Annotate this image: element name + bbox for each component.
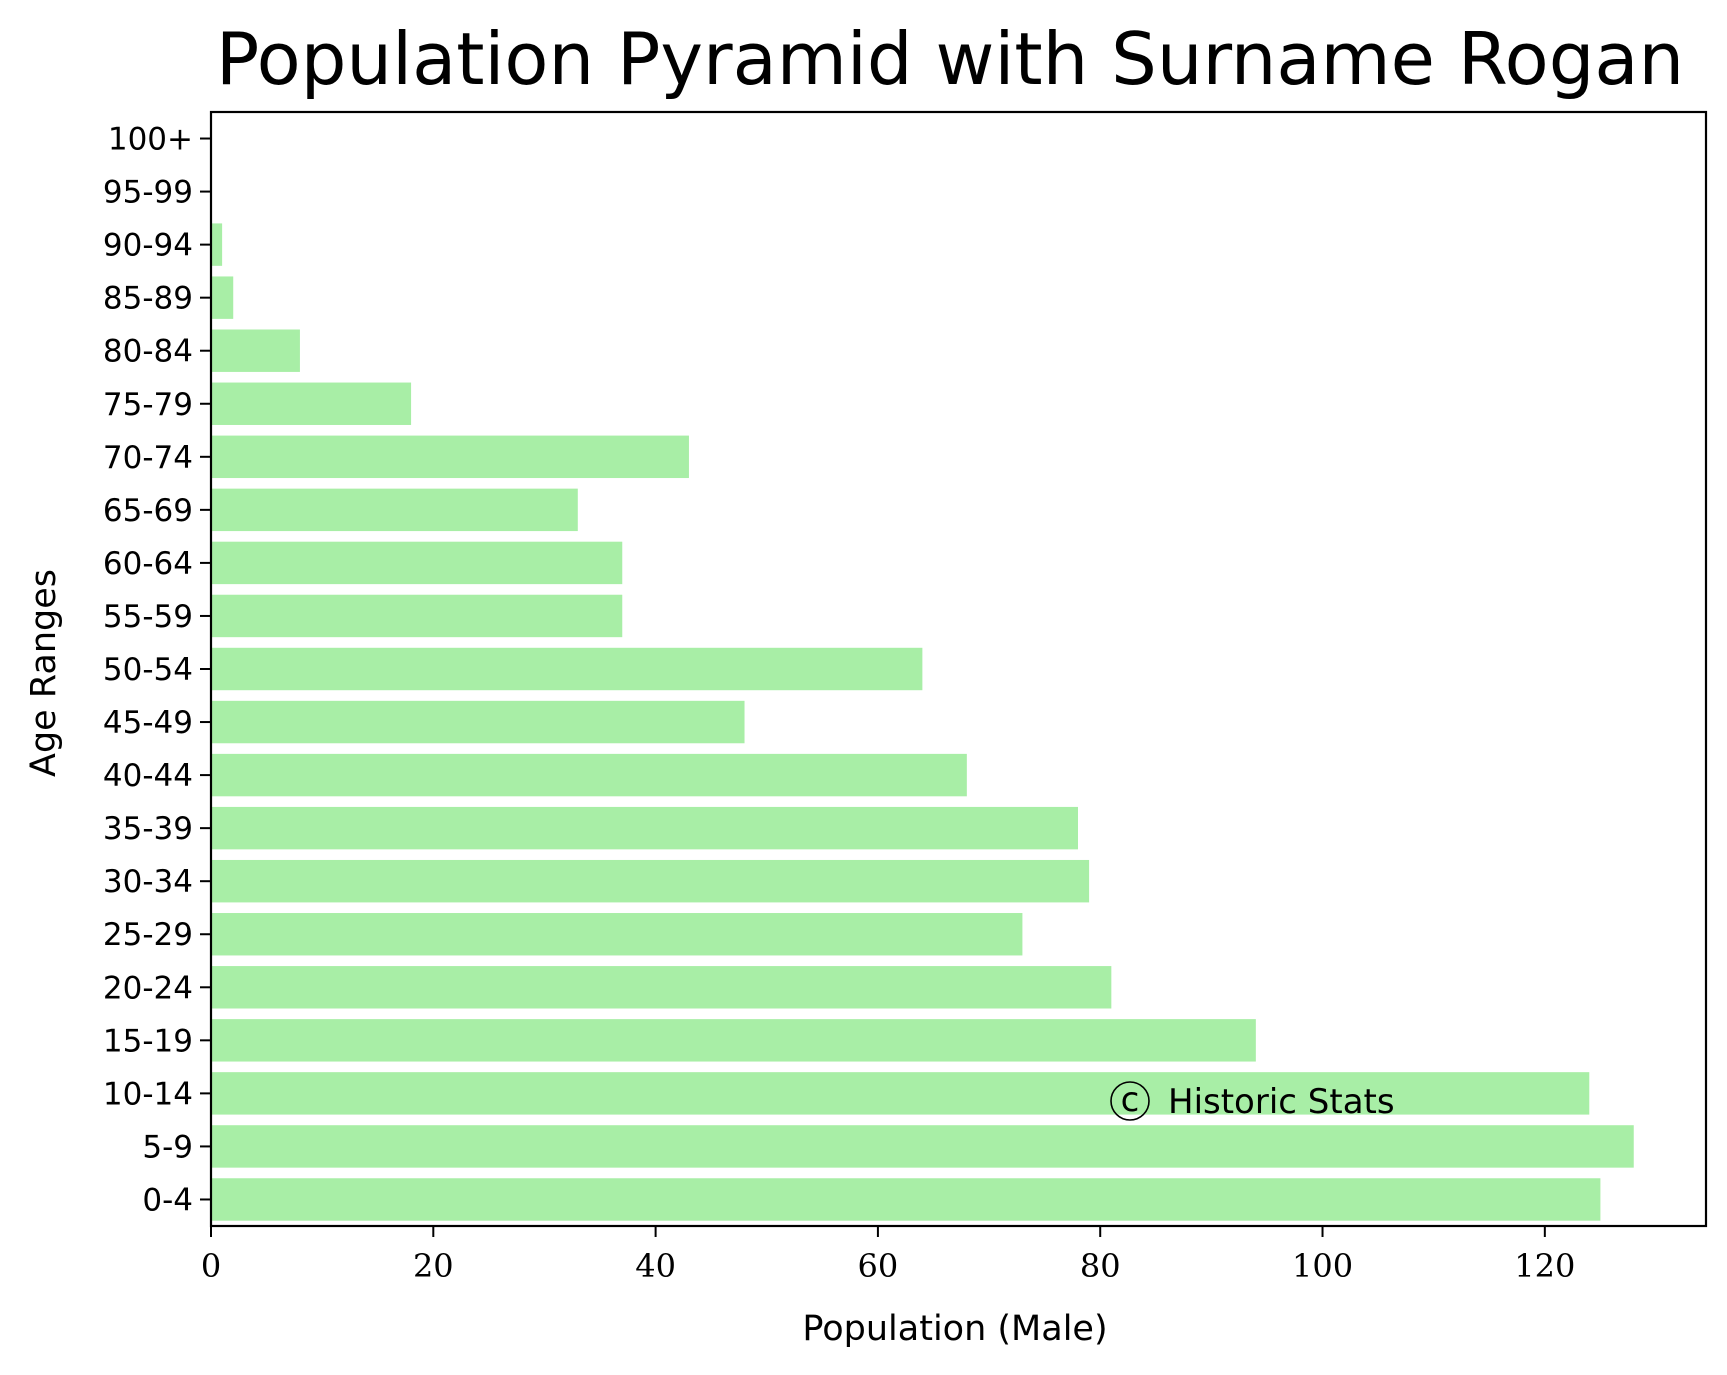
y-tick-label: 0-4 [142,1182,193,1218]
y-tick-label: 25-29 [103,917,193,953]
x-tick-label: 80 [1080,1247,1121,1285]
bar-65-69 [211,488,578,532]
y-tick-label: 20-24 [103,970,193,1006]
y-tick-label: 10-14 [103,1076,193,1112]
y-axis-label: Age Ranges [24,569,64,777]
copyright-symbol: c [1121,1080,1140,1120]
y-tick-label: 15-19 [103,1023,193,1059]
bar-45-49 [211,700,745,744]
x-axis-label: Population (Male) [802,1309,1107,1349]
bar-0-4 [211,1178,1601,1221]
bar-75-79 [211,382,412,425]
chart-title: Population Pyramid with Surname Rogan [216,17,1684,101]
y-tick-label: 30-34 [103,864,193,900]
x-tick-label: 100 [1292,1247,1353,1285]
bar-40-44 [211,753,967,797]
bar-10-14 [211,1072,1590,1115]
bar-90-94 [211,223,223,266]
y-tick-label: 80-84 [103,334,193,370]
y-axis-ticks: 0-4 5-9 10-14 15-19 20-24 25-29 30-34 35-39 40-4… [103,122,211,1218]
y-tick-label: 100+ [108,122,193,158]
y-tick-label: 35-39 [103,811,193,847]
bar-85-89 [211,276,234,319]
bar-25-29 [211,913,1023,956]
y-tick-label: 65-69 [103,493,193,529]
x-tick-label: 120 [1514,1247,1575,1285]
copyright-icon [1110,1081,1150,1121]
watermark: c Historic Stats [1110,1080,1395,1122]
y-tick-label: 95-99 [103,175,193,211]
bar-70-74 [211,435,689,479]
y-tick-label: 5-9 [142,1129,193,1165]
x-tick-label: 40 [635,1247,676,1285]
x-tick-label: 20 [413,1247,454,1285]
y-tick-label: 45-49 [103,705,193,741]
y-tick-label: 70-74 [103,440,193,476]
bar-35-39 [211,806,1078,850]
bar-55-59 [211,594,623,638]
bar-50-54 [211,647,923,691]
y-tick-label: 90-94 [103,228,193,264]
x-axis-ticks: 0 20 40 60 80 100 120 [201,1226,1575,1285]
y-tick-label: 55-59 [103,599,193,635]
x-tick-label: 60 [858,1247,899,1285]
y-tick-label: 60-64 [103,546,193,582]
bar-15-19 [211,1019,1256,1062]
bar-60-64 [211,541,623,585]
y-tick-label: 75-79 [103,387,193,423]
y-tick-label: 40-44 [103,758,193,794]
x-tick-label: 0 [201,1247,221,1285]
bar-80-84 [211,329,300,372]
bar-5-9 [211,1125,1634,1168]
bar-30-34 [211,859,1090,903]
bar-20-24 [211,966,1112,1009]
bars-group [211,223,1634,1221]
watermark-text: Historic Stats [1168,1082,1395,1122]
y-tick-label: 85-89 [103,281,193,317]
y-tick-label: 50-54 [103,652,193,688]
